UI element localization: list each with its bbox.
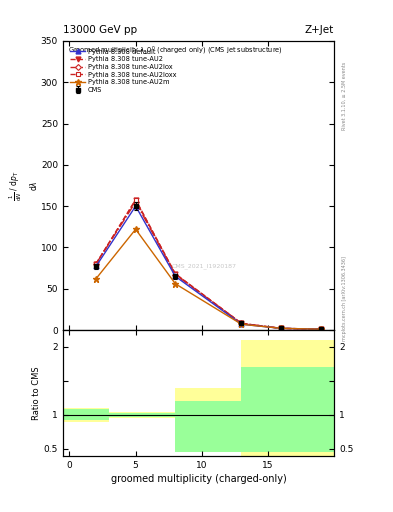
Text: Rivet 3.1.10, ≥ 2.5M events: Rivet 3.1.10, ≥ 2.5M events [342, 61, 347, 130]
Legend: Pythia 8.308 default, Pythia 8.308 tune-AU2, Pythia 8.308 tune-AU2lox, Pythia 8.: Pythia 8.308 default, Pythia 8.308 tune-… [68, 47, 178, 95]
Pythia 8.308 tune-AU2lox [239, 321, 244, 327]
Pythia 8.308 tune-AU2 [279, 325, 283, 331]
Pythia 8.308 default [94, 263, 98, 269]
Text: 13000 GeV pp: 13000 GeV pp [63, 25, 137, 35]
Pythia 8.308 tune-AU2m [173, 281, 178, 287]
Pythia 8.308 default [279, 325, 283, 331]
Pythia 8.308 tune-AU2loxx [133, 197, 138, 203]
Pythia 8.308 tune-AU2 [239, 321, 244, 327]
Pythia 8.308 tune-AU2 [94, 261, 98, 267]
Pythia 8.308 tune-AU2m [94, 276, 98, 282]
Line: Pythia 8.308 default: Pythia 8.308 default [94, 204, 323, 332]
Pythia 8.308 tune-AU2lox [279, 325, 283, 331]
Y-axis label: Ratio to CMS: Ratio to CMS [32, 366, 41, 420]
Pythia 8.308 tune-AU2 [133, 197, 138, 203]
Pythia 8.308 tune-AU2 [318, 326, 323, 332]
Text: mcplots.cern.ch [arXiv:1306.3436]: mcplots.cern.ch [arXiv:1306.3436] [342, 256, 347, 341]
Pythia 8.308 tune-AU2loxx [173, 271, 178, 277]
Text: Z+Jet: Z+Jet [305, 25, 334, 35]
X-axis label: groomed multiplicity (charged-only): groomed multiplicity (charged-only) [110, 474, 286, 484]
Line: Pythia 8.308 tune-AU2lox: Pythia 8.308 tune-AU2lox [94, 200, 323, 331]
Pythia 8.308 tune-AU2lox [133, 199, 138, 205]
Pythia 8.308 tune-AU2m [133, 226, 138, 232]
Pythia 8.308 tune-AU2lox [94, 261, 98, 267]
Line: Pythia 8.308 tune-AU2m: Pythia 8.308 tune-AU2m [92, 226, 324, 333]
Pythia 8.308 default [239, 321, 244, 327]
Pythia 8.308 default [133, 203, 138, 209]
Pythia 8.308 tune-AU2loxx [239, 321, 244, 327]
Line: Pythia 8.308 tune-AU2: Pythia 8.308 tune-AU2 [94, 198, 323, 332]
Pythia 8.308 tune-AU2lox [173, 271, 178, 278]
Pythia 8.308 tune-AU2m [318, 326, 323, 332]
Pythia 8.308 default [173, 273, 178, 280]
Pythia 8.308 tune-AU2 [173, 271, 178, 277]
Line: Pythia 8.308 tune-AU2loxx: Pythia 8.308 tune-AU2loxx [94, 198, 323, 331]
Pythia 8.308 tune-AU2m [279, 325, 283, 331]
Pythia 8.308 default [318, 326, 323, 332]
Pythia 8.308 tune-AU2m [239, 321, 244, 327]
Pythia 8.308 tune-AU2loxx [94, 261, 98, 267]
Text: CMS_2021_I1920187: CMS_2021_I1920187 [171, 264, 236, 269]
Y-axis label: $\frac{1}{\mathrm{d}N}$ / $\mathrm{d}p_\mathrm{T}$
$\mathrm{d}\lambda$: $\frac{1}{\mathrm{d}N}$ / $\mathrm{d}p_\… [8, 170, 39, 201]
Pythia 8.308 tune-AU2loxx [279, 325, 283, 331]
Text: Groomed multiplicity $\lambda\_0^0$ (charged only) (CMS jet substructure): Groomed multiplicity $\lambda\_0^0$ (cha… [68, 44, 283, 57]
Pythia 8.308 tune-AU2lox [318, 326, 323, 332]
Pythia 8.308 tune-AU2loxx [318, 326, 323, 332]
